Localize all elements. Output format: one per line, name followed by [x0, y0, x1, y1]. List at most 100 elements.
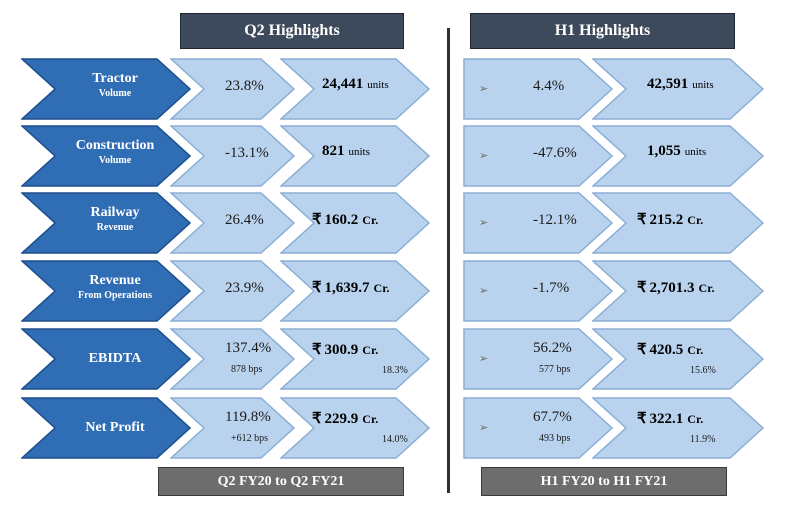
q2-growth-chevron: [170, 192, 295, 254]
h1-growth-value: 67.7%: [533, 409, 572, 425]
q2-growth-bps: 878 bps: [231, 364, 263, 375]
rupee-symbol: ₹: [637, 212, 647, 228]
value-number: 821: [322, 143, 345, 159]
value-number: 215.2: [649, 212, 684, 228]
q2-period-footer: Q2 FY20 to Q2 FY21: [158, 467, 404, 496]
value-number: 322.1: [649, 411, 684, 427]
h1-value-chevron: [592, 328, 764, 390]
q2-value-chevron: [280, 328, 430, 390]
value-unit: units: [348, 146, 370, 158]
h1-value: ₹215.2 Cr.: [637, 210, 703, 229]
q2-growth-bps: +612 bps: [231, 433, 269, 444]
value-unit: Cr.: [698, 281, 715, 295]
h1-growth-chevron: [463, 192, 613, 254]
value-unit: Cr.: [362, 213, 379, 227]
h1-growth-value: -1.7%: [533, 280, 570, 296]
q2-growth-chevron: [170, 328, 295, 390]
q2-value: ₹160.2 Cr.: [312, 210, 378, 229]
metric-label: EBIDTA: [40, 350, 190, 367]
h1-value-chevron: [592, 192, 764, 254]
metric-name: Construction: [75, 138, 155, 153]
arrow-bullet-icon: ➢: [479, 217, 489, 229]
metric-name: Revenue: [89, 273, 141, 288]
value-number: 1,639.7: [324, 280, 370, 296]
h1-growth-bps: 577 bps: [539, 364, 571, 375]
metric-label: Tractor Volume: [40, 70, 190, 101]
q2-growth-value: 23.9%: [225, 280, 264, 296]
metric-subname: Revenue: [96, 222, 134, 233]
metric-label-chevron: [21, 260, 191, 322]
value-number: 420.5: [649, 342, 684, 358]
metric-label: Railway Revenue: [40, 204, 190, 235]
value-unit: units: [692, 79, 714, 91]
value-number: 2,701.3: [649, 280, 695, 296]
rupee-symbol: ₹: [312, 411, 322, 427]
h1-growth-chevron: [463, 58, 613, 120]
q2-highlights-header: Q2 Highlights: [180, 13, 404, 49]
metric-label-chevron: [21, 58, 191, 120]
q2-value: ₹1,639.7 Cr.: [312, 278, 389, 297]
h1-growth-value: -12.1%: [533, 212, 577, 228]
h1-value-chevron: [592, 397, 764, 459]
metric-label-chevron: [21, 328, 191, 390]
h1-value: ₹420.5 Cr.: [637, 340, 703, 359]
h1-value: ₹322.1 Cr.: [637, 409, 703, 428]
rupee-symbol: ₹: [637, 411, 647, 427]
metric-subname: Volume: [98, 88, 132, 99]
h1-growth-chevron: [463, 260, 613, 322]
rupee-symbol: ₹: [637, 280, 647, 296]
value-unit: Cr.: [687, 343, 704, 357]
value-number: 160.2: [324, 212, 359, 228]
arrow-bullet-icon: ➢: [479, 353, 489, 365]
h1-growth-value: 56.2%: [533, 340, 572, 356]
h1-growth-value: -47.6%: [533, 145, 577, 161]
h1-value-chevron: [592, 260, 764, 322]
metric-name: Tractor: [92, 71, 138, 86]
value-unit: Cr.: [687, 213, 704, 227]
h1-highlights-header: H1 Highlights: [470, 13, 735, 49]
metric-subname: Volume: [98, 155, 132, 166]
h1-value-margin: 11.9%: [690, 434, 716, 445]
h1-value: 42,591 units: [647, 76, 714, 93]
h1-value-chevron: [592, 58, 764, 120]
h1-growth-chevron: [463, 397, 613, 459]
q2-value-chevron: [280, 125, 430, 187]
q2-value-chevron: [280, 58, 430, 120]
metric-label: Construction Volume: [40, 137, 190, 168]
metric-name: Net Profit: [85, 420, 145, 435]
q2-value-chevron: [280, 260, 430, 322]
value-unit: Cr.: [687, 412, 704, 426]
q2-growth-chevron: [170, 58, 295, 120]
rupee-symbol: ₹: [637, 342, 647, 358]
arrow-bullet-icon: ➢: [479, 150, 489, 162]
value-number: 24,441: [322, 76, 364, 92]
section-divider: [447, 28, 450, 493]
h1-growth-chevron: [463, 125, 613, 187]
metric-label-chevron: [21, 397, 191, 459]
q2-value: 821 units: [322, 143, 370, 160]
h1-value-chevron: [592, 125, 764, 187]
q2-growth-value: 137.4%: [225, 340, 272, 356]
metric-label: Revenue From Operations: [40, 272, 190, 303]
metric-label-chevron: [21, 125, 191, 187]
q2-growth-chevron: [170, 260, 295, 322]
q2-value-margin: 18.3%: [382, 365, 408, 376]
h1-growth-value: 4.4%: [533, 78, 565, 94]
q2-growth-value: 119.8%: [225, 409, 271, 425]
q2-value: ₹300.9 Cr.: [312, 340, 378, 359]
q2-growth-value: 23.8%: [225, 78, 264, 94]
rupee-symbol: ₹: [312, 342, 322, 358]
metric-label-chevron: [21, 192, 191, 254]
arrow-bullet-icon: ➢: [479, 83, 489, 95]
metric-name: EBIDTA: [88, 351, 142, 366]
q2-growth-value: -13.1%: [225, 145, 269, 161]
h1-growth-chevron: [463, 328, 613, 390]
metric-subname: From Operations: [78, 290, 152, 301]
q2-growth-chevron: [170, 125, 295, 187]
q2-value-chevron: [280, 397, 430, 459]
q2-value: ₹229.9 Cr.: [312, 409, 378, 428]
value-unit: units: [684, 146, 707, 158]
value-number: 1,055: [647, 143, 681, 159]
h1-value: 1,055 units: [647, 143, 706, 160]
h1-growth-bps: 493 bps: [539, 433, 571, 444]
